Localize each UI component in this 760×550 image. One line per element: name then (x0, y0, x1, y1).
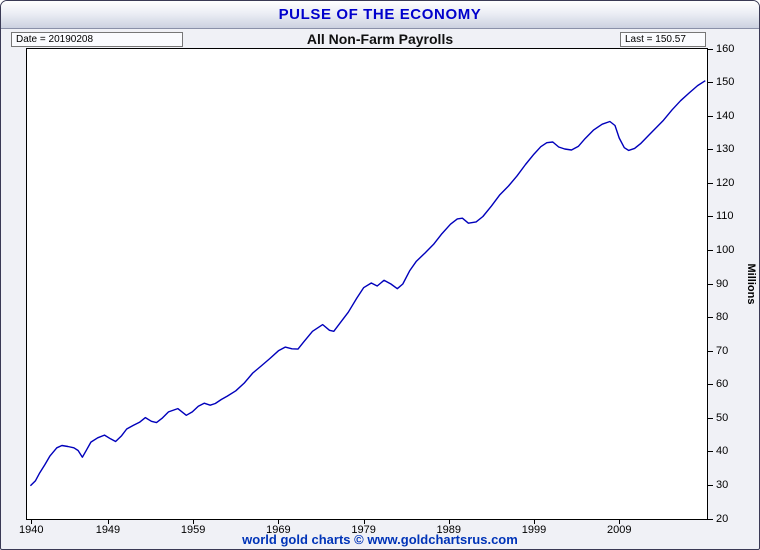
y-axis-tick-label: 120 (716, 176, 735, 189)
x-axis-tick (534, 520, 536, 524)
y-axis-tick (708, 350, 713, 352)
x-axis-tick-label: 1969 (266, 524, 291, 536)
y-axis-tick-label: 90 (716, 277, 729, 290)
y-axis-tick-label: 140 (716, 109, 735, 122)
x-axis-tick-label: 1959 (180, 524, 206, 536)
x-axis-tick-label: 1940 (19, 524, 44, 536)
y-axis-tick-label: 40 (716, 445, 729, 458)
payrolls-line-chart (29, 80, 706, 487)
y-axis-title: Millions (745, 263, 757, 305)
x-axis-tick-label: 1949 (95, 524, 121, 536)
x-axis-tick (107, 520, 109, 524)
y-axis-tick (708, 451, 713, 453)
y-axis-tick-label: 50 (716, 411, 729, 424)
y-axis-tick-label: 160 (716, 42, 735, 55)
x-axis-tick (278, 520, 280, 524)
x-axis-tick-label: 2009 (606, 524, 632, 536)
plot-area (26, 48, 708, 520)
y-axis-tick-label: 100 (716, 243, 735, 256)
x-axis-tick-label: 1979 (351, 524, 376, 536)
payrolls-line (29, 80, 706, 487)
chart-title: All Non-Farm Payrolls (306, 31, 454, 47)
y-axis-tick-label: 20 (716, 512, 729, 525)
y-axis-tick-label: 110 (716, 210, 734, 223)
x-axis-tick (193, 520, 195, 524)
y-axis-tick-label: 60 (716, 378, 729, 391)
last-value-label: Last = 150.57 (625, 34, 686, 45)
y-axis-tick (708, 417, 713, 419)
y-axis-tick (708, 518, 713, 520)
last-value-box: Last = 150.57 (620, 32, 706, 47)
y-axis-tick-label: 130 (716, 143, 735, 156)
window-title: PULSE OF THE ECONOMY (278, 6, 482, 23)
y-axis-tick (708, 115, 713, 117)
y-axis-tick-label: 70 (716, 344, 729, 357)
date-label: Date = 20190208 (16, 34, 94, 45)
y-axis-tick (708, 484, 713, 486)
y-axis-tick (708, 48, 713, 50)
y-axis-tick-label: 150 (716, 76, 735, 89)
x-axis-tick-label: 1999 (521, 524, 547, 536)
x-axis-tick (448, 520, 450, 524)
y-axis-tick (708, 82, 713, 84)
y-axis-tick-label: 80 (716, 311, 729, 324)
y-axis-tick (708, 384, 713, 386)
y-axis-tick (708, 149, 713, 151)
x-axis-tick (31, 520, 33, 524)
window-titlebar[interactable]: PULSE OF THE ECONOMY (1, 1, 759, 29)
date-label-box: Date = 20190208 (11, 32, 183, 47)
x-axis-tick (363, 520, 365, 524)
y-axis-tick (708, 249, 713, 251)
y-axis-tick (708, 317, 713, 319)
y-axis-tick (708, 182, 713, 184)
x-axis-tick-label: 1989 (436, 524, 462, 536)
y-axis-tick-label: 30 (716, 478, 729, 491)
y-axis-tick (708, 216, 713, 218)
y-axis-tick (708, 283, 713, 285)
x-axis-tick (619, 520, 621, 524)
footer-credit: world gold charts © www.goldchartsrus.co… (242, 532, 518, 547)
